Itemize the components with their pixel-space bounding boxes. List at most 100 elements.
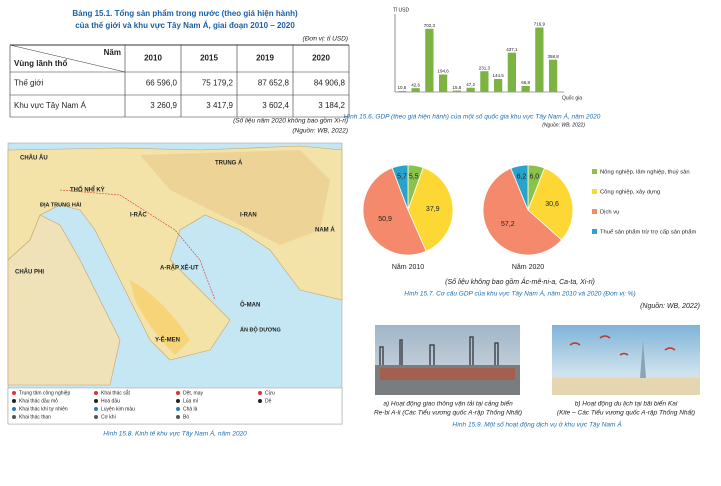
legend-swatch	[592, 229, 597, 234]
map-legend-label: Trung tâm công nghiệp	[19, 390, 70, 396]
map-route	[59, 189, 216, 301]
photo-a	[375, 325, 520, 395]
bar	[535, 27, 544, 92]
table-header: 2019	[256, 54, 274, 63]
table-title: của thế giới và khu vực Tây Nam Á, giai …	[75, 21, 295, 30]
map: CHÂU ÂU TRUNG Á NAM Á CHÂU PHI THỔ NHĨ KỲ I-R…	[7, 142, 343, 425]
pie-value-label: 6,0	[529, 174, 539, 181]
bar-caption: Hình 15.6. GDP (theo giá hiện hành) của …	[344, 112, 601, 121]
bar	[521, 85, 530, 92]
bar-value-label: 231,3	[479, 65, 491, 70]
bar-value-label: 47,2	[466, 82, 475, 87]
bar-value-label: 702,3	[424, 23, 436, 28]
map-legend-symbol	[12, 391, 16, 395]
legend-swatch	[592, 189, 597, 194]
map-legend-symbol	[258, 391, 262, 395]
table-unit: (Đơn vị: tỉ USD)	[303, 35, 348, 43]
bar-value-label: 42,6	[411, 82, 420, 87]
map-legend-symbol	[258, 399, 262, 403]
map-legend-label: Khai thác sắt	[101, 389, 131, 396]
map-label: Ô-MAN	[240, 301, 260, 309]
photo-caption: (Kite – Các Tiểu vương quốc A-rập Thống …	[557, 409, 695, 417]
pie-value-label: 37,9	[426, 206, 440, 213]
map-legend-symbol	[176, 407, 180, 411]
bar-value-label: 194,6	[437, 69, 449, 74]
pie-value-label: 6,2	[517, 174, 527, 181]
bar	[439, 74, 448, 92]
table-corner: Vùng lãnh thổ	[14, 59, 67, 68]
pie-title: Năm 2010	[392, 264, 424, 271]
table-header: 2015	[200, 54, 218, 63]
photo-caption: a) Hoạt động giao thông vận tải tại cảng…	[383, 400, 513, 408]
pie-value-label: 5,7	[397, 174, 407, 181]
y-axis-label: Tỉ USD	[393, 6, 410, 13]
bar-value-label: 144,5	[492, 73, 504, 78]
table-cell: 87 652,8	[258, 79, 290, 88]
bar-value-label: 716,9	[534, 22, 546, 27]
table-cell: 84 906,8	[314, 79, 346, 88]
map-label: ĐỊA TRUNG HẢI	[40, 201, 82, 208]
pie-slice	[510, 164, 529, 211]
legend-label: Nông nghiệp, lâm nghiệp, thuỷ sản	[600, 169, 690, 176]
map-oil-zone	[130, 280, 190, 355]
map-label: NAM Á	[315, 227, 335, 234]
map-legend-label: Dệt, may	[183, 390, 204, 396]
map-legend-label: Bò	[183, 414, 189, 420]
pie-slice	[527, 167, 574, 241]
map-legend-label: Khai thác dầu mỏ	[19, 397, 58, 404]
table-cell: 3 260,9	[150, 101, 177, 110]
bar-value-label: 10,6	[397, 85, 406, 90]
table-row-header: Thế giới	[14, 79, 43, 88]
pie-value-label: 50,9	[378, 216, 392, 223]
map-label: CHÂU PHI	[15, 269, 44, 276]
photo-figure-caption: Hình 15.9. Một số hoạt động dịch vụ ở kh…	[452, 420, 622, 429]
bar	[507, 52, 516, 92]
table-header: 2020	[312, 54, 330, 63]
photo-caption: Re-bi A-li (Các Tiểu vương quốc A-rập Th…	[374, 409, 522, 417]
legend-swatch	[592, 209, 597, 214]
table-title: Bảng 15.1. Tổng sản phẩm trong nước (the…	[72, 9, 298, 18]
map-legend-symbol	[176, 391, 180, 395]
photo-cranes	[379, 336, 499, 365]
map-label: A-RẬP XÊ-UT	[160, 264, 199, 272]
map-legend-label: Chà là	[183, 406, 198, 412]
pie-caption: Hình 15.7. Cơ cấu GDP của khu vực Tây Na…	[404, 289, 635, 298]
map-legend-symbol	[12, 415, 16, 419]
map-legend-label: Hoá dầu	[101, 398, 120, 404]
map-caption: Hình 15.8. Kinh tế khu vực Tây Nam Á, nă…	[103, 429, 247, 438]
map-legend-symbol	[94, 391, 98, 395]
pie-source: (Nguồn: WB, 2022)	[640, 301, 700, 310]
map-legend-box	[7, 387, 343, 425]
pie-slice	[391, 164, 409, 211]
bar	[549, 59, 558, 92]
pie-slice	[407, 167, 454, 252]
photo-tower	[640, 340, 646, 378]
bar	[452, 90, 461, 92]
pie-slice	[362, 167, 427, 256]
bar-source: (Nguồn: WB, 2022)	[542, 122, 585, 128]
bar	[411, 88, 420, 92]
map-label: ẤN ĐỘ DƯƠNG	[240, 325, 281, 333]
pie-slice	[482, 167, 563, 256]
pie-value-label: 57,2	[501, 221, 515, 228]
map-label: Y-Ê-MEN	[155, 336, 180, 344]
map-highland	[140, 150, 330, 245]
map-legend-symbol	[12, 407, 16, 411]
map-legend-symbol	[94, 399, 98, 403]
photo-caption: b) Hoạt động du lịch tại bãi biển Kai	[575, 400, 678, 408]
table-diagonal	[9, 44, 126, 73]
map-legend-label: Luyện kim màu	[101, 406, 135, 412]
table-cell: 3 602,4	[262, 101, 289, 110]
bar-value-label: 66,8	[521, 80, 530, 85]
map-legend-symbol	[12, 399, 16, 403]
photo-containers	[380, 368, 515, 380]
map-legend-label: Khai thác khí tự nhiên	[19, 406, 68, 412]
bar-value-label: 437,1	[506, 47, 518, 52]
bar	[466, 87, 475, 92]
photo-b	[552, 325, 700, 395]
bar	[397, 91, 406, 92]
map-label: TRUNG Á	[215, 160, 243, 167]
pie-title: Năm 2020	[512, 264, 544, 271]
table-note: (Số liệu năm 2020 không bao gồm Xi-ri)	[233, 116, 348, 125]
bar-value-label: 358,8	[547, 54, 559, 59]
